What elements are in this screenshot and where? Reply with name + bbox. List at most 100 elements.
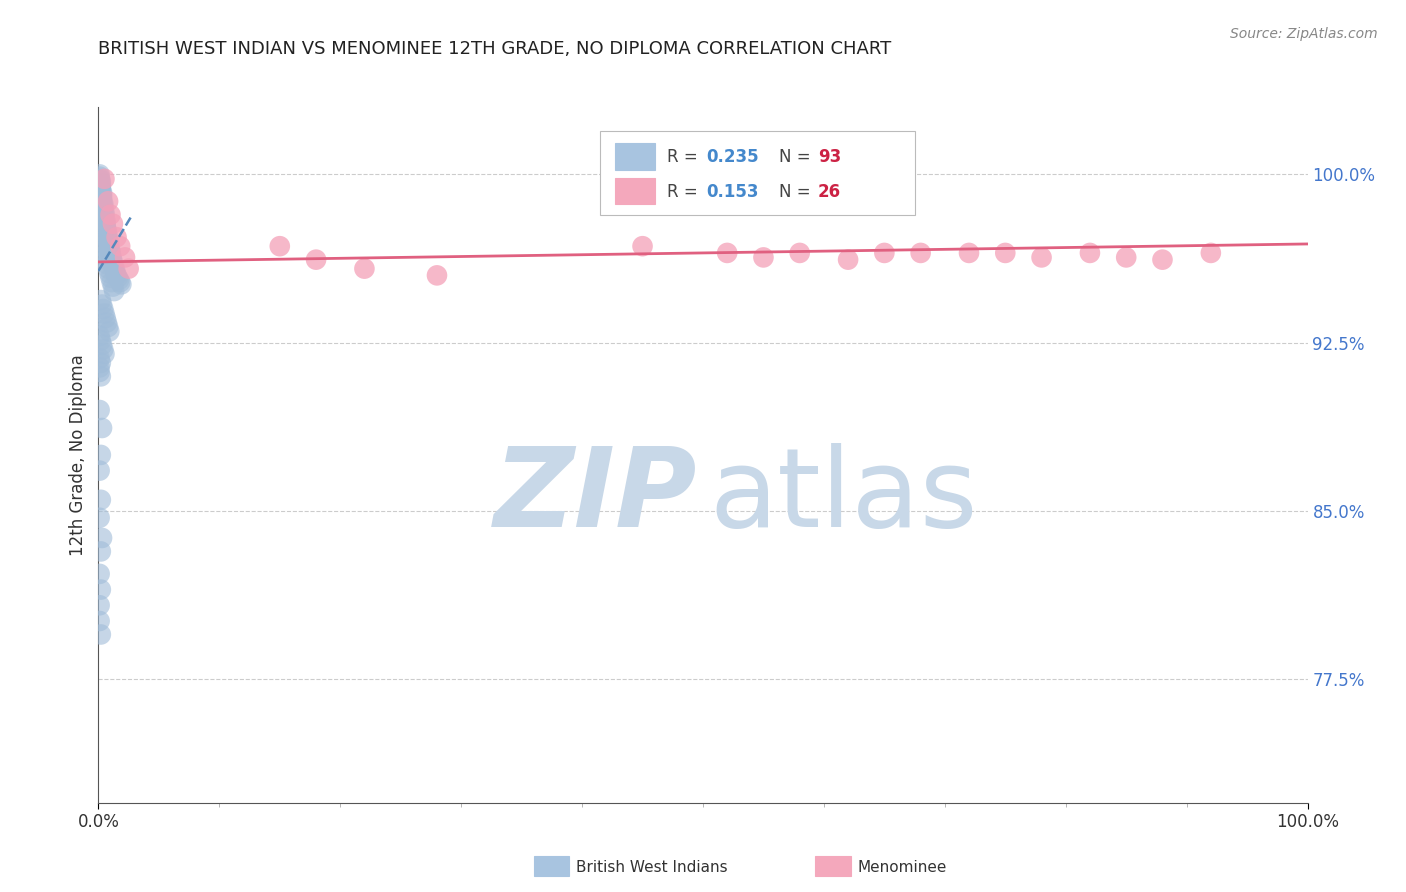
Point bbox=[101, 257, 124, 271]
Point bbox=[100, 208, 122, 222]
Point bbox=[90, 177, 112, 191]
Point bbox=[96, 223, 118, 237]
Point bbox=[100, 248, 122, 262]
Point bbox=[1199, 246, 1222, 260]
Point bbox=[957, 246, 980, 260]
FancyBboxPatch shape bbox=[614, 144, 655, 169]
Point bbox=[97, 194, 120, 209]
Text: ZIP: ZIP bbox=[494, 443, 697, 550]
Point bbox=[305, 252, 328, 267]
Point bbox=[91, 338, 114, 352]
Point bbox=[108, 239, 131, 253]
Point bbox=[93, 205, 115, 219]
Point bbox=[89, 329, 111, 343]
Point bbox=[89, 403, 111, 417]
Point bbox=[89, 360, 111, 375]
Point bbox=[269, 239, 291, 253]
Point bbox=[90, 492, 112, 507]
Point bbox=[103, 261, 125, 276]
Point bbox=[90, 356, 112, 370]
Point bbox=[107, 270, 129, 285]
Point bbox=[90, 178, 112, 193]
Point bbox=[89, 351, 111, 366]
Point bbox=[89, 599, 111, 613]
Point bbox=[97, 261, 120, 276]
Point bbox=[105, 230, 128, 244]
Point bbox=[1031, 251, 1053, 265]
Text: BRITISH WEST INDIAN VS MENOMINEE 12TH GRADE, NO DIPLOMA CORRELATION CHART: BRITISH WEST INDIAN VS MENOMINEE 12TH GR… bbox=[98, 40, 891, 58]
Point bbox=[90, 369, 112, 384]
Point bbox=[89, 566, 111, 581]
Text: R =: R = bbox=[666, 183, 703, 201]
Point bbox=[97, 235, 120, 249]
Y-axis label: 12th Grade, No Diploma: 12th Grade, No Diploma bbox=[69, 354, 87, 556]
Text: atlas: atlas bbox=[709, 443, 977, 550]
Point bbox=[100, 251, 122, 265]
Text: 0.153: 0.153 bbox=[707, 183, 759, 201]
Text: N =: N = bbox=[779, 148, 815, 166]
Point bbox=[93, 172, 115, 186]
Point bbox=[101, 279, 124, 293]
Text: 93: 93 bbox=[818, 148, 841, 166]
Point bbox=[873, 246, 896, 260]
Point bbox=[89, 464, 111, 478]
Point bbox=[98, 325, 121, 339]
Point bbox=[789, 246, 811, 260]
Point bbox=[110, 277, 132, 292]
Point bbox=[91, 203, 114, 218]
Point bbox=[90, 235, 112, 249]
Point bbox=[101, 217, 124, 231]
Point bbox=[1115, 251, 1137, 265]
Point bbox=[104, 266, 127, 280]
Text: British West Indians: British West Indians bbox=[576, 860, 728, 874]
FancyBboxPatch shape bbox=[614, 178, 655, 204]
Point bbox=[94, 221, 117, 235]
Point bbox=[89, 169, 111, 184]
Text: Menominee: Menominee bbox=[858, 860, 948, 874]
Point bbox=[93, 208, 115, 222]
Point bbox=[1152, 252, 1174, 267]
Point bbox=[98, 266, 121, 280]
Point bbox=[90, 627, 112, 641]
Point bbox=[91, 199, 114, 213]
Point bbox=[103, 260, 125, 274]
Point bbox=[93, 212, 115, 227]
Point bbox=[96, 227, 118, 242]
Point bbox=[93, 347, 115, 361]
Point bbox=[93, 210, 115, 224]
Point bbox=[89, 365, 111, 379]
Point bbox=[93, 306, 115, 320]
Text: N =: N = bbox=[779, 183, 815, 201]
Point bbox=[1078, 246, 1101, 260]
Point bbox=[98, 236, 121, 251]
Text: 0.235: 0.235 bbox=[707, 148, 759, 166]
Point bbox=[90, 334, 112, 348]
Point bbox=[91, 239, 114, 253]
Point bbox=[90, 293, 112, 307]
Point bbox=[994, 246, 1017, 260]
Point bbox=[97, 232, 120, 246]
Point bbox=[100, 244, 122, 258]
Point bbox=[91, 531, 114, 545]
Point bbox=[91, 186, 114, 200]
Point bbox=[716, 246, 738, 260]
Point bbox=[90, 544, 112, 558]
Point bbox=[94, 311, 117, 326]
Point bbox=[90, 174, 112, 188]
Point bbox=[910, 246, 932, 260]
Point bbox=[105, 268, 128, 283]
Point bbox=[100, 275, 122, 289]
Point bbox=[90, 448, 112, 462]
Point bbox=[91, 192, 114, 206]
Point bbox=[94, 214, 117, 228]
Point bbox=[90, 181, 112, 195]
Point bbox=[94, 219, 117, 233]
Point bbox=[96, 316, 118, 330]
Point bbox=[96, 226, 118, 240]
Point bbox=[104, 264, 127, 278]
Point bbox=[93, 248, 115, 262]
Point bbox=[752, 251, 775, 265]
Point bbox=[114, 251, 136, 265]
Point bbox=[103, 284, 125, 298]
Point bbox=[89, 510, 111, 524]
